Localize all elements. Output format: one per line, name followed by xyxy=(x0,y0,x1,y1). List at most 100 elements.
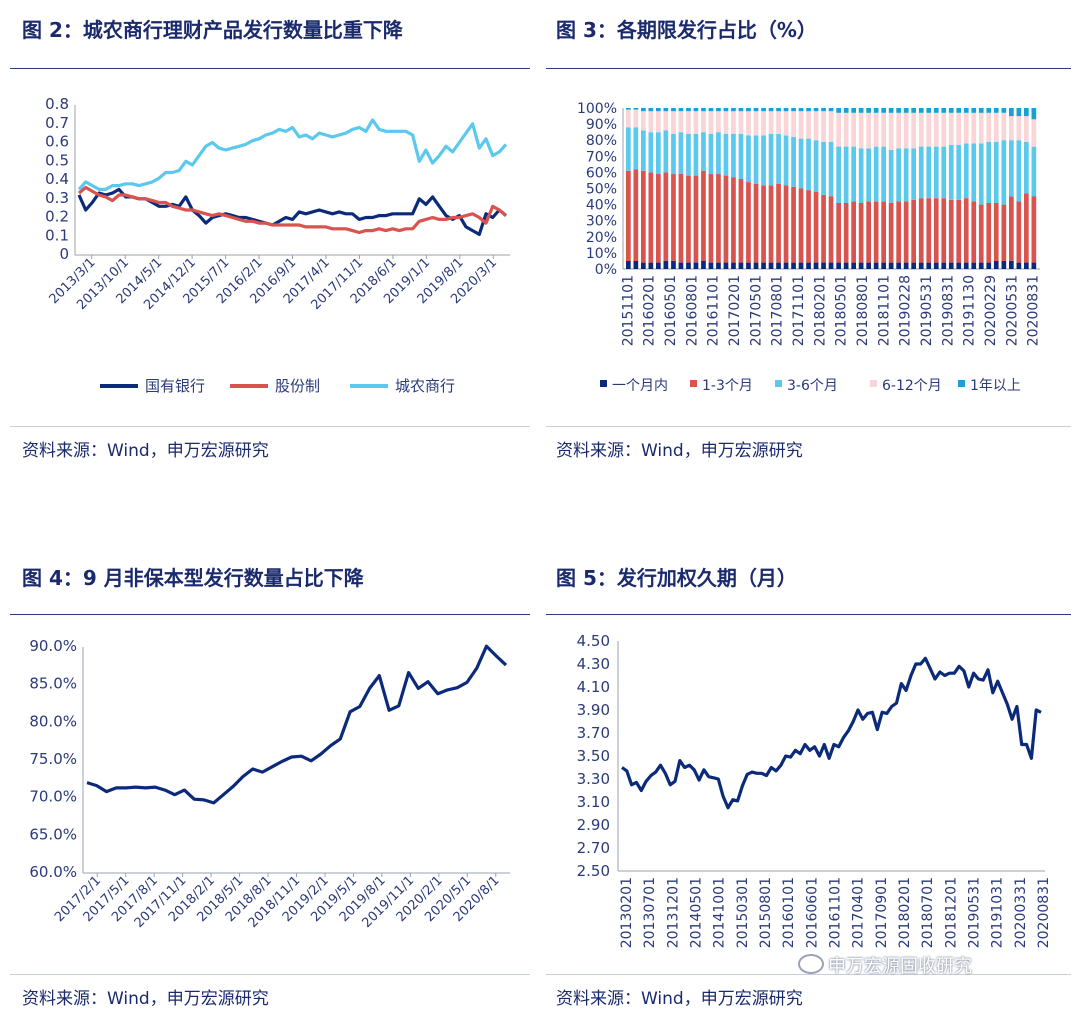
y-tick-label: 60.0% xyxy=(29,863,77,881)
bar-segment-6-12个月 xyxy=(903,112,909,149)
bar-segment-3-6个月 xyxy=(731,133,736,178)
x-tick-label: 20160201 xyxy=(642,275,658,346)
x-tick-label: 20170801 xyxy=(770,275,786,346)
bar-segment-3-6个月 xyxy=(843,146,849,203)
bar-segment-一个月内 xyxy=(701,260,706,269)
bar-segment-6-12个月 xyxy=(753,111,759,136)
bar-segment-一个月内 xyxy=(896,262,901,269)
bar-segment-3-6个月 xyxy=(776,133,781,184)
bar-segment-一个月内 xyxy=(686,262,691,269)
bar-segment-1年以上 xyxy=(933,108,939,113)
y-tick-label: 65.0% xyxy=(29,825,77,843)
bar-segment-6-12个月 xyxy=(963,112,969,144)
bar-segment-1年以上 xyxy=(776,108,781,112)
x-tick-label: 20200831 xyxy=(1026,275,1042,346)
bar-segment-3-6个月 xyxy=(626,127,631,171)
chart3-source: 资料来源：Wind，申万宏源研究 xyxy=(556,441,803,461)
bar-segment-6-12个月 xyxy=(783,111,789,136)
bar-segment-3-6个月 xyxy=(1009,140,1014,197)
bar-segment-1年以上 xyxy=(858,108,864,113)
bar-segment-3-6个月 xyxy=(701,132,706,171)
bar-segment-1年以上 xyxy=(903,108,909,113)
bar-segment-3-6个月 xyxy=(791,137,796,187)
bar-segment-6-12个月 xyxy=(731,111,736,134)
bar-segment-1-3个月 xyxy=(881,201,886,263)
x-tick-label: 20140501 xyxy=(689,877,705,948)
bar-segment-6-12个月 xyxy=(746,111,751,136)
bar-segment-1年以上 xyxy=(986,108,992,113)
bar-segment-一个月内 xyxy=(633,260,639,269)
bar-segment-一个月内 xyxy=(956,262,962,269)
bar-segment-一个月内 xyxy=(843,262,849,269)
chart2-title: 图 2：城农商行理财产品发行数量比重下降 xyxy=(22,18,403,42)
bar-segment-1年以上 xyxy=(1024,108,1029,117)
bar-segment-3-6个月 xyxy=(873,146,879,202)
bar-segment-一个月内 xyxy=(963,262,969,269)
bar-segment-6-12个月 xyxy=(918,112,924,147)
bar-segment-1年以上 xyxy=(806,108,811,112)
bar-segment-一个月内 xyxy=(911,262,916,269)
bar-segment-3-6个月 xyxy=(1024,141,1029,194)
x-tick-label: 20170901 xyxy=(874,877,890,948)
x-tick-label: 20191130 xyxy=(962,275,978,346)
bar-segment-一个月内 xyxy=(783,262,789,269)
y-tick-label: 3.90 xyxy=(577,701,610,719)
bar-segment-3-6个月 xyxy=(783,135,789,186)
x-tick-label: 20150801 xyxy=(758,877,774,948)
bar-segment-一个月内 xyxy=(858,262,864,269)
bar-segment-1-3个月 xyxy=(956,199,962,263)
x-tick-label: 20190228 xyxy=(898,275,914,346)
bar-segment-6-12个月 xyxy=(1001,112,1007,141)
bar-segment-1年以上 xyxy=(1001,108,1007,113)
bar-segment-1-3个月 xyxy=(633,169,639,261)
bar-segment-1-3个月 xyxy=(708,174,714,263)
x-tick-label: 20180701 xyxy=(920,877,936,948)
bar-segment-1-3个月 xyxy=(978,204,984,263)
bar-segment-6-12个月 xyxy=(776,111,781,134)
bar-segment-6-12个月 xyxy=(993,112,999,142)
bar-segment-1年以上 xyxy=(723,108,729,112)
y-tick-label: 75.0% xyxy=(29,750,77,768)
bar-segment-3-6个月 xyxy=(806,138,811,191)
bar-segment-3-6个月 xyxy=(723,133,729,176)
bar-segment-一个月内 xyxy=(828,262,834,269)
bar-segment-一个月内 xyxy=(933,262,939,269)
chart3-svg: 0%10%20%30%40%50%60%70%80%90%100% 2015110… xyxy=(577,101,1042,394)
watermark: 申万宏源固收研究 xyxy=(828,956,972,977)
bar-segment-1-3个月 xyxy=(806,190,811,263)
bar-segment-1年以上 xyxy=(956,108,962,113)
bar-segment-一个月内 xyxy=(678,262,684,269)
bar-segment-3-6个月 xyxy=(1001,140,1007,205)
bar-segment-3-6个月 xyxy=(828,141,834,197)
bar-segment-6-12个月 xyxy=(1016,116,1022,141)
bar-segment-6-12个月 xyxy=(828,111,834,142)
bar-segment-1年以上 xyxy=(731,108,736,112)
bar-segment-一个月内 xyxy=(881,262,886,269)
bar-segment-1年以上 xyxy=(873,108,879,113)
bar-segment-3-6个月 xyxy=(761,135,766,186)
bar-segment-6-12个月 xyxy=(866,112,871,149)
bar-segment-3-6个月 xyxy=(896,148,901,202)
bar-segment-1-3个月 xyxy=(971,201,977,263)
y-tick-label: 0.2 xyxy=(45,208,69,226)
bar-segment-1年以上 xyxy=(1031,108,1037,120)
y-tick-label: 85.0% xyxy=(29,675,77,693)
chart4-bottom-rule xyxy=(10,974,530,975)
bar-segment-一个月内 xyxy=(708,262,714,269)
bar-segment-6-12个月 xyxy=(791,111,796,137)
x-tick-label: 20200831 xyxy=(1036,877,1052,948)
bar-segment-1-3个月 xyxy=(731,177,736,263)
bar-segment-一个月内 xyxy=(1024,262,1029,269)
bar-segment-一个月内 xyxy=(888,262,894,269)
bar-segment-1-3个月 xyxy=(866,201,871,263)
bar-segment-3-6个月 xyxy=(926,146,932,199)
bar-segment-一个月内 xyxy=(851,262,856,269)
bar-segment-1年以上 xyxy=(753,108,759,112)
bar-segment-6-12个月 xyxy=(798,111,804,139)
bar-segment-3-6个月 xyxy=(963,143,969,199)
bar-segment-1-3个月 xyxy=(858,203,864,263)
bar-segment-1-3个月 xyxy=(896,201,901,263)
bar-segment-1-3个月 xyxy=(701,170,706,261)
bar-segment-1-3个月 xyxy=(1009,196,1014,261)
bar-segment-3-6个月 xyxy=(641,130,646,171)
